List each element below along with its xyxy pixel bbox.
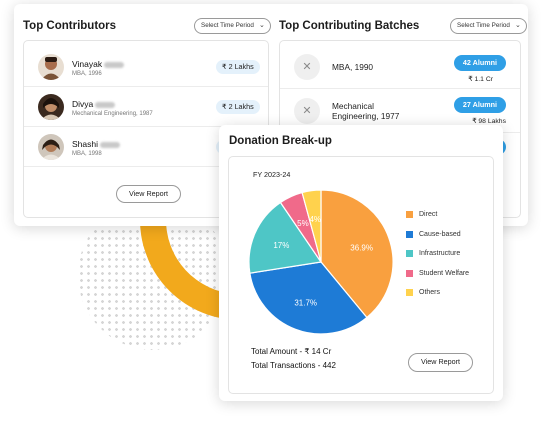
legend-label: Infrastructure: [419, 250, 461, 257]
chart-legend: Direct Cause-based Infrastructure Student W…: [406, 210, 469, 308]
legend-item: Student Welfare: [406, 269, 469, 289]
pie-slice-label: 36.9%: [350, 243, 373, 252]
fiscal-year-label: FY 2023-24: [253, 170, 291, 179]
chevron-down-icon: ⌄: [258, 22, 265, 29]
total-amount: Total Amount - ₹ 14 Cr: [251, 347, 332, 356]
blurred-surname: [95, 101, 116, 108]
contributor-program: Mechanical Engineering, 1987: [72, 111, 153, 117]
chevron-down-icon: ⌄: [514, 22, 521, 29]
blurred-surname: [100, 141, 120, 148]
legend-swatch: [406, 269, 413, 277]
puzzle-icon: ✕: [294, 98, 320, 124]
blurred-surname: [104, 61, 125, 68]
contributor-row[interactable]: Divya Mechanical Engineering, 1987 ₹ 2 L…: [24, 87, 268, 127]
batch-name: Mechanical Engineering, 1977: [332, 101, 400, 121]
batch-row[interactable]: ✕ MBA, 1990 42 Alumni ₹ 1.1 Cr: [280, 45, 520, 89]
legend-item: Infrastructure: [406, 249, 469, 269]
pie-slice-others: [301, 189, 322, 263]
batch-amount: ₹ 98 Lakhs: [472, 118, 506, 125]
contributor-program: MBA, 1996: [72, 71, 102, 77]
batch-name: MBA, 1990: [332, 62, 374, 72]
select-label: Select Time Period: [457, 22, 510, 29]
pie-slice-cause-based: [249, 261, 368, 335]
contribution-amount: ₹ 2 Lakhs: [216, 60, 260, 74]
legend-item: Others: [406, 288, 469, 308]
donation-pie-chart: 36.9% 31.7% 17% 5% 4%: [248, 189, 394, 335]
select-label: Select Time Period: [201, 22, 254, 29]
contributor-name: Vinayak: [72, 59, 125, 69]
alumni-count-badge: 42 Alumni: [453, 55, 506, 71]
donation-panel: FY 2023-24 36.9% 31.7% 17% 5% 4% Direct Cause…: [228, 156, 494, 394]
legend-swatch: [406, 250, 413, 257]
legend-label: Direct: [419, 211, 438, 218]
pie-slice-label: 4%: [309, 215, 321, 224]
alumni-count-badge: 27 Alumni: [453, 97, 506, 113]
pie-slice-direct: [320, 189, 394, 319]
legend-label: Cause-based: [419, 230, 461, 238]
pie-slice-label: 17%: [273, 241, 289, 250]
puzzle-icon: ✕: [294, 54, 320, 80]
legend-item: Direct: [406, 210, 469, 230]
batches-time-period-select[interactable]: Select Time Period ⌄: [450, 18, 527, 34]
contributors-time-period-select[interactable]: Select Time Period ⌄: [194, 18, 271, 34]
legend-item: Cause-based: [406, 230, 469, 250]
legend-swatch: [406, 211, 413, 218]
avatar: [38, 94, 64, 120]
batch-amount: ₹ 1.1 Cr: [468, 76, 493, 83]
view-report-button[interactable]: View Report: [116, 185, 182, 203]
avatar: [38, 54, 64, 80]
view-report-button[interactable]: View Report: [408, 353, 474, 372]
legend-swatch: [406, 289, 413, 296]
legend-label: Student Welfare: [419, 269, 470, 277]
legend-label: Others: [419, 289, 441, 296]
contributor-name: Shashi: [72, 139, 120, 149]
pie-slice-infrastructure: [248, 201, 323, 274]
total-transactions: Total Transactions - 442: [251, 361, 336, 370]
contribution-amount: ₹ 2 Lakhs: [216, 100, 260, 114]
contributor-row[interactable]: Vinayak MBA, 1996 ₹ 2 Lakhs: [24, 47, 268, 87]
donation-title: Donation Break-up: [229, 135, 332, 147]
pie-slice-label: 5%: [297, 219, 309, 228]
donation-breakup-card: Donation Break-up FY 2023-24 36.9% 31.7% 1…: [219, 125, 503, 401]
legend-swatch: [406, 230, 413, 238]
pie-slice-label: 31.7%: [294, 298, 317, 307]
contributor-name: Divya: [72, 99, 116, 109]
avatar: [38, 134, 64, 160]
top-batches-title: Top Contributing Batches: [279, 20, 420, 32]
top-contributors-title: Top Contributors: [23, 20, 117, 32]
contributor-program: MBA, 1998: [72, 151, 102, 157]
